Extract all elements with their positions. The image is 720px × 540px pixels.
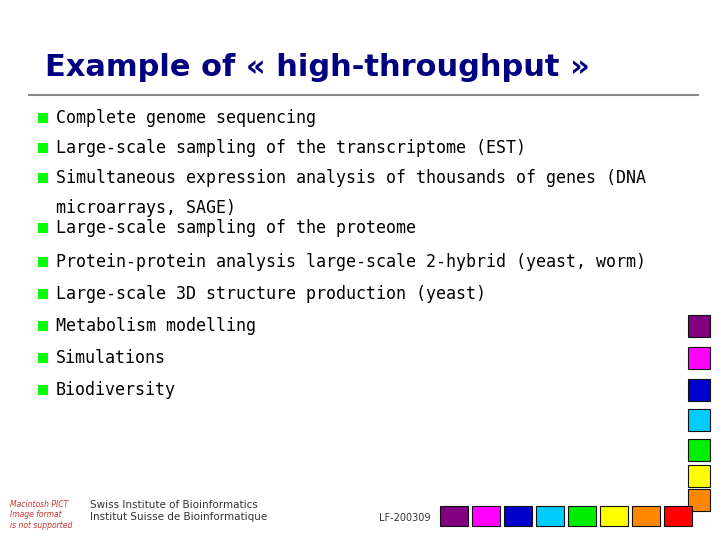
FancyBboxPatch shape <box>664 506 692 526</box>
FancyBboxPatch shape <box>38 173 48 183</box>
FancyBboxPatch shape <box>38 289 48 299</box>
FancyBboxPatch shape <box>688 465 710 487</box>
Text: Swiss Institute of Bioinformatics
Institut Suisse de Bioinformatique: Swiss Institute of Bioinformatics Instit… <box>90 500 267 522</box>
FancyBboxPatch shape <box>38 353 48 363</box>
FancyBboxPatch shape <box>38 143 48 153</box>
FancyBboxPatch shape <box>688 409 710 431</box>
FancyBboxPatch shape <box>504 506 532 526</box>
FancyBboxPatch shape <box>568 506 596 526</box>
FancyBboxPatch shape <box>38 223 48 233</box>
Text: microarrays, SAGE): microarrays, SAGE) <box>56 199 236 217</box>
FancyBboxPatch shape <box>688 379 710 401</box>
Text: LF-200309: LF-200309 <box>379 513 430 523</box>
FancyBboxPatch shape <box>688 489 710 511</box>
FancyBboxPatch shape <box>536 506 564 526</box>
Text: Biodiversity: Biodiversity <box>56 381 176 399</box>
FancyBboxPatch shape <box>38 321 48 331</box>
Text: Example of « high-throughput »: Example of « high-throughput » <box>45 53 590 83</box>
FancyBboxPatch shape <box>600 506 628 526</box>
FancyBboxPatch shape <box>688 347 710 369</box>
FancyBboxPatch shape <box>688 439 710 461</box>
Text: Complete genome sequencing: Complete genome sequencing <box>56 109 316 127</box>
Text: Simulations: Simulations <box>56 349 166 367</box>
Text: Metabolism modelling: Metabolism modelling <box>56 317 256 335</box>
Text: Protein-protein analysis large-scale 2-hybrid (yeast, worm): Protein-protein analysis large-scale 2-h… <box>56 253 646 271</box>
FancyBboxPatch shape <box>38 257 48 267</box>
FancyBboxPatch shape <box>632 506 660 526</box>
Text: Large-scale sampling of the proteome: Large-scale sampling of the proteome <box>56 219 416 237</box>
Text: Macintosh PICT
Image format
is not supported: Macintosh PICT Image format is not suppo… <box>10 500 73 530</box>
FancyBboxPatch shape <box>472 506 500 526</box>
Text: Large-scale 3D structure production (yeast): Large-scale 3D structure production (yea… <box>56 285 486 303</box>
Text: Large-scale sampling of the transcriptome (EST): Large-scale sampling of the transcriptom… <box>56 139 526 157</box>
FancyBboxPatch shape <box>688 315 710 337</box>
FancyBboxPatch shape <box>440 506 468 526</box>
FancyBboxPatch shape <box>38 385 48 395</box>
Text: Simultaneous expression analysis of thousands of genes (DNA: Simultaneous expression analysis of thou… <box>56 169 646 187</box>
FancyBboxPatch shape <box>38 113 48 123</box>
